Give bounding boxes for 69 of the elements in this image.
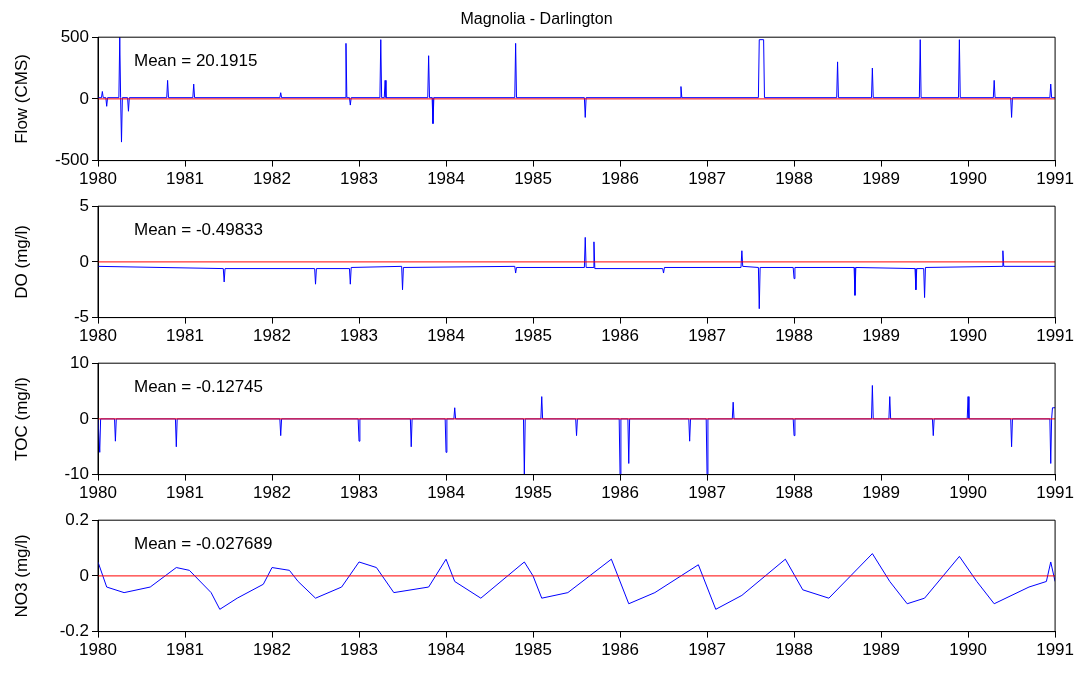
x-tick-label: 1991 — [1036, 326, 1074, 346]
x-tick-label: 1983 — [340, 640, 378, 660]
x-tick-label: 1981 — [166, 640, 204, 660]
y-tick-label: -10 — [64, 464, 89, 484]
annotation: Mean = -0.49833 — [134, 219, 264, 239]
annotation: Mean = 20.1915 — [134, 50, 258, 70]
y-axis-title: Flow (CMS) — [11, 54, 31, 144]
y-tick-label: 0 — [79, 408, 89, 428]
x-tick-label: 1983 — [340, 483, 378, 503]
x-tick-label: 1990 — [949, 640, 987, 660]
x-tick-label: 1988 — [775, 169, 813, 189]
x-tick-label: 1983 — [340, 326, 378, 346]
x-tick-label: 1991 — [1036, 640, 1074, 660]
x-tick-label: 1985 — [514, 483, 552, 503]
y-tick-label: -500 — [54, 150, 89, 170]
x-tick-label: 1981 — [166, 169, 204, 189]
x-tick-label: 1990 — [949, 483, 987, 503]
x-tick-label: 1985 — [514, 326, 552, 346]
x-tick-label: 1980 — [79, 326, 117, 346]
x-tick-label: 1985 — [514, 640, 552, 660]
x-tick-label: 1989 — [862, 483, 900, 503]
y-tick-label: 0 — [79, 88, 89, 108]
x-tick-label: 1984 — [427, 169, 465, 189]
y-axis-title: DO (mg/l) — [11, 225, 31, 299]
x-tick-label: 1991 — [1036, 483, 1074, 503]
x-tick-label: 1991 — [1036, 169, 1074, 189]
annotation: Mean = -0.12745 — [134, 376, 264, 396]
x-tick-label: 1984 — [427, 483, 465, 503]
x-tick-label: 1988 — [775, 640, 813, 660]
x-tick-label: 1985 — [514, 169, 552, 189]
x-tick-label: 1987 — [688, 483, 726, 503]
y-axis-title: NO3 (mg/l) — [11, 534, 31, 618]
y-tick-label: 5 — [79, 195, 89, 215]
x-tick-label: 1980 — [79, 169, 117, 189]
y-axis-title: TOC (mg/l) — [11, 377, 31, 461]
chart-title: Magnolia - Darlington — [460, 10, 613, 28]
annotation: Mean = -0.027689 — [134, 533, 273, 553]
x-tick-label: 1986 — [601, 483, 639, 503]
x-tick-label: 1989 — [862, 326, 900, 346]
x-tick-label: 1983 — [340, 169, 378, 189]
x-tick-label: 1990 — [949, 326, 987, 346]
x-tick-label: 1987 — [688, 169, 726, 189]
x-tick-label: 1984 — [427, 640, 465, 660]
y-tick-label: 0.2 — [65, 509, 89, 529]
x-tick-label: 1981 — [166, 483, 204, 503]
y-tick-label: 0 — [79, 565, 89, 585]
x-tick-label: 1986 — [601, 326, 639, 346]
x-tick-label: 1982 — [253, 169, 291, 189]
x-tick-label: 1982 — [253, 483, 291, 503]
x-tick-label: 1989 — [862, 640, 900, 660]
x-tick-label: 1988 — [775, 483, 813, 503]
x-tick-label: 1990 — [949, 169, 987, 189]
x-tick-label: 1980 — [79, 483, 117, 503]
x-tick-label: 1987 — [688, 326, 726, 346]
y-tick-label: 500 — [60, 26, 89, 46]
x-tick-label: 1980 — [79, 640, 117, 660]
x-tick-label: 1987 — [688, 640, 726, 660]
x-tick-label: 1982 — [253, 326, 291, 346]
x-tick-label: 1989 — [862, 169, 900, 189]
y-tick-label: 0 — [79, 251, 89, 271]
x-tick-label: 1986 — [601, 169, 639, 189]
x-tick-label: 1982 — [253, 640, 291, 660]
y-tick-label: 10 — [70, 352, 89, 372]
y-tick-label: -5 — [73, 307, 89, 327]
y-tick-label: -0.2 — [59, 621, 89, 641]
x-tick-label: 1988 — [775, 326, 813, 346]
x-tick-label: 1984 — [427, 326, 465, 346]
x-tick-label: 1981 — [166, 326, 204, 346]
x-tick-label: 1986 — [601, 640, 639, 660]
